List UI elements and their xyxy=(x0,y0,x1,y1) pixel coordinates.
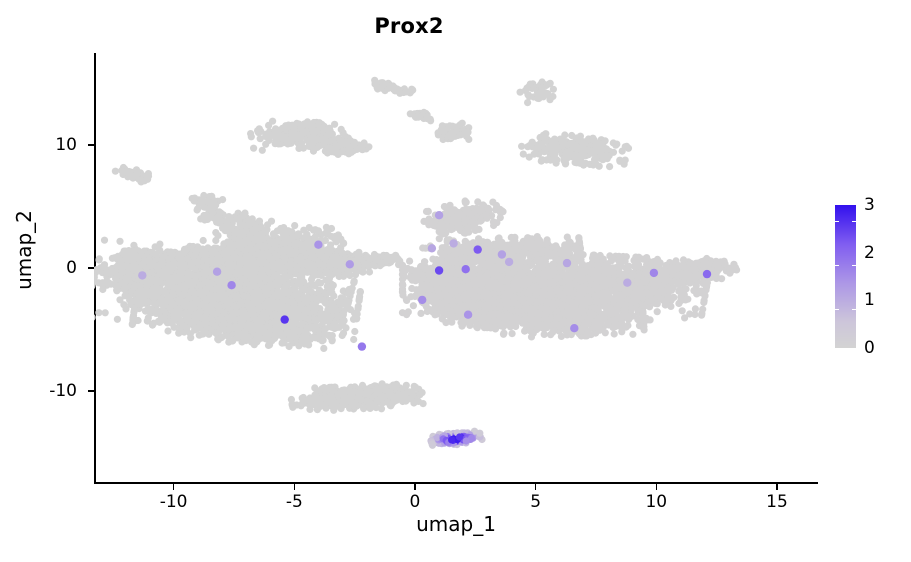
colorbar-tick-label: 2 xyxy=(864,242,875,263)
colorbar-gradient xyxy=(835,205,856,348)
colorbar-tick-label: 3 xyxy=(864,195,875,215)
x-axis-tick-label: 10 xyxy=(645,492,668,512)
colorbar-tick xyxy=(835,221,839,223)
axis-spine-bottom xyxy=(94,482,818,484)
y-axis-tick-label: 10 xyxy=(55,135,77,156)
y-axis-label: umap_2 xyxy=(12,210,36,290)
x-axis-tick xyxy=(172,484,175,490)
x-axis-tick xyxy=(655,484,658,490)
colorbar-tick xyxy=(835,265,839,267)
colorbar xyxy=(835,205,856,348)
x-axis-tick xyxy=(414,484,416,490)
colorbar-tick xyxy=(835,309,839,311)
y-axis-tick xyxy=(88,390,94,392)
x-axis-tick-label: -10 xyxy=(159,492,188,512)
y-axis-tick-label: -10 xyxy=(49,380,77,401)
colorbar-tick xyxy=(852,309,856,311)
page-title: Prox2 xyxy=(374,14,444,38)
x-axis-tick xyxy=(293,484,296,490)
colorbar-tick-label: 0 xyxy=(864,338,875,358)
x-axis-tick-label: -5 xyxy=(285,492,303,512)
x-axis-tick xyxy=(534,484,537,490)
colorbar-tick-label: 1 xyxy=(864,290,875,311)
x-axis-tick-label: 15 xyxy=(766,492,788,512)
scatter-plot-area xyxy=(94,53,818,483)
x-axis-tick-label: 5 xyxy=(530,492,542,512)
y-axis-tick xyxy=(88,267,94,269)
y-axis-tick xyxy=(88,144,94,146)
x-axis-tick-label: 0 xyxy=(409,492,421,512)
y-axis-tick-labels: -10 0 10 xyxy=(0,0,86,562)
colorbar-tick xyxy=(852,265,856,267)
scatter-svg xyxy=(94,76,741,449)
x-axis-tick xyxy=(776,484,778,490)
y-axis-tick-label: 0 xyxy=(66,258,77,278)
colorbar-tick xyxy=(852,221,856,223)
x-axis-label: umap_1 xyxy=(416,512,496,536)
